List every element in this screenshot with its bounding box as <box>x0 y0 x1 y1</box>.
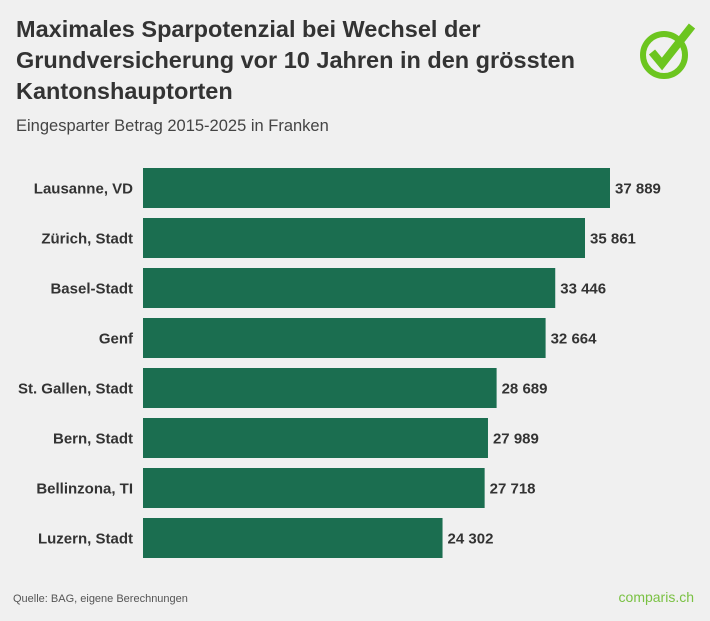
value-label: 27 718 <box>490 481 536 498</box>
value-label: 32 664 <box>551 331 598 348</box>
category-label: Lausanne, VD <box>34 181 133 198</box>
bar <box>143 368 497 408</box>
checkmark-circle-icon <box>640 20 702 87</box>
value-label: 35 861 <box>590 231 636 248</box>
bar <box>143 518 443 558</box>
chart-subtitle: Eingesparter Betrag 2015-2025 in Franken <box>16 117 329 135</box>
bar-chart: Lausanne, VD 37 889 Zürich, Stadt 35 861 Bas… <box>18 168 661 558</box>
value-label: 27 989 <box>493 431 539 448</box>
bar <box>143 268 556 308</box>
category-label: Zürich, Stadt <box>41 231 133 248</box>
value-label: 28 689 <box>502 381 548 398</box>
category-label: Bellinzona, TI <box>36 481 133 498</box>
value-label: 37 889 <box>615 181 661 198</box>
category-label: Genf <box>99 331 134 348</box>
category-label: Luzern, Stadt <box>38 531 133 548</box>
value-label: 24 302 <box>448 531 494 548</box>
bar <box>143 318 546 358</box>
brand-logo: comparis.ch <box>618 589 694 605</box>
bar <box>143 468 485 508</box>
value-label: 33 446 <box>560 281 606 298</box>
source-note: Quelle: BAG, eigene Berechnungen <box>13 593 188 605</box>
bar <box>143 418 488 458</box>
bar <box>143 168 610 208</box>
category-label: Bern, Stadt <box>53 431 133 448</box>
chart-title: Maximales Sparpotenzial bei Wechsel der … <box>16 16 575 104</box>
category-label: Basel-Stadt <box>50 281 133 298</box>
category-label: St. Gallen, Stadt <box>18 381 133 398</box>
bar <box>143 218 586 258</box>
